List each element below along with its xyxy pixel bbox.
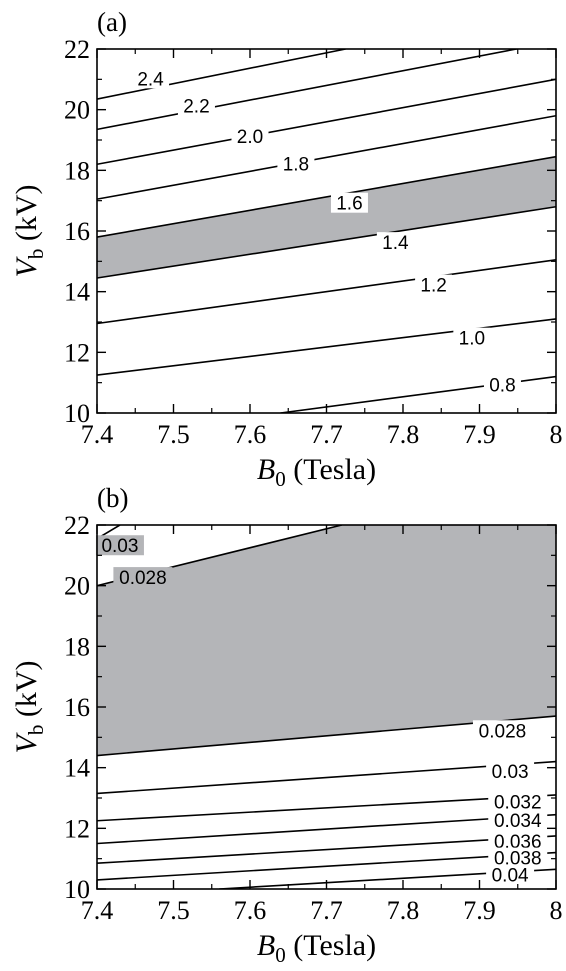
x-tick-label: 7.4	[81, 420, 114, 449]
contour-label: 0.032	[494, 793, 542, 814]
y-tick-label: 18	[64, 156, 90, 185]
y-tick-label: 14	[64, 754, 90, 783]
shaded-region	[97, 525, 556, 756]
contour-label-bg	[486, 864, 535, 885]
contour-line	[97, 851, 556, 881]
contour-label-bg	[132, 68, 170, 89]
contour-line	[97, 205, 556, 279]
x-tick-label: 7.5	[157, 896, 190, 925]
y-axis-label-unit: (kV)	[10, 185, 43, 249]
y-tick-label: 18	[64, 632, 90, 661]
contour-label-bg	[376, 232, 414, 253]
y-tick-label: 12	[64, 338, 90, 367]
y-axis-label-subscript: b	[24, 249, 48, 260]
x-tick-label: 7.9	[463, 420, 496, 449]
contour-label-bg	[486, 761, 535, 782]
contour-label: 2.0	[237, 127, 263, 148]
y-axis-label-subscript: b	[24, 725, 48, 736]
x-axis-label-subscript: 0	[275, 467, 286, 491]
contour-label: 1.6	[336, 194, 362, 215]
contour-label: 0.04	[492, 865, 529, 886]
contour-label: 0.034	[494, 811, 542, 832]
x-axis-label-symbol: B	[257, 453, 275, 486]
x-tick-label: 7.6	[234, 420, 267, 449]
x-tick-label: 7.6	[234, 896, 267, 925]
contour-label-bg	[231, 125, 269, 146]
y-axis-label-unit: (kV)	[10, 661, 43, 725]
x-axis-label: B0 (Tesla)	[257, 453, 376, 491]
contour-label-bg	[488, 791, 548, 812]
x-tick-label: 8	[550, 896, 563, 925]
y-tick-label: 10	[64, 399, 90, 428]
panel-label: (b)	[97, 483, 128, 513]
x-tick-label: 7.7	[310, 896, 343, 925]
contour-label: 0.028	[119, 568, 167, 589]
x-tick-label: 7.4	[81, 896, 114, 925]
contour-label: 0.03	[101, 536, 138, 557]
x-tick-label: 7.5	[157, 420, 190, 449]
contour-line	[97, 49, 346, 100]
contour-line	[97, 835, 556, 865]
contour-line	[97, 813, 556, 845]
contour-label-bg	[113, 567, 173, 588]
y-tick-label: 16	[64, 693, 90, 722]
x-tick-label: 7.7	[310, 420, 343, 449]
x-axis-label: B0 (Tesla)	[257, 929, 376, 967]
contour-label-bg	[488, 847, 548, 868]
contour-line	[97, 760, 556, 795]
y-tick-label: 14	[64, 278, 90, 307]
contour-line	[97, 114, 556, 200]
y-tick-label: 10	[64, 875, 90, 904]
y-tick-label: 20	[64, 572, 90, 601]
y-tick-label: 16	[64, 217, 90, 246]
contour-label: 2.2	[183, 97, 209, 118]
contour-label: 0.8	[489, 376, 515, 397]
contour-label-bg	[453, 327, 491, 348]
y-axis-label: Vb (kV)	[10, 661, 48, 754]
y-tick-label: 20	[64, 96, 90, 125]
contour-label: 1.4	[382, 233, 409, 254]
x-tick-label: 7.9	[463, 896, 496, 925]
panel-a: 2.4 2.2 2.0 1.8 1.6 1.4 1.2 1.0 0.8 7.4 7.5 7.6 7.7 7…	[10, 7, 563, 491]
contour-line	[97, 259, 556, 325]
contour-label: 1.8	[283, 154, 309, 175]
contour-line	[97, 155, 556, 238]
contour-label-bg	[483, 374, 521, 395]
contour-label-bg	[472, 720, 532, 741]
contour-label: 1.0	[459, 329, 485, 350]
contour-label-bg	[277, 153, 315, 174]
y-tick-label: 22	[64, 35, 90, 64]
contour-label-bg	[330, 192, 368, 213]
x-axis-label-unit: (Tesla)	[286, 453, 376, 486]
panel-b: 0.030.0280.0280.030.0320.0340.0360.0380.…	[10, 483, 563, 967]
contour-line	[97, 78, 556, 166]
contour-label: 0.028	[479, 721, 527, 742]
y-axis-label-symbol: V	[10, 255, 43, 277]
y-tick-label: 12	[64, 814, 90, 843]
shaded-region	[97, 156, 556, 279]
panel-label: (a)	[97, 7, 127, 37]
x-tick-label: 8	[550, 420, 563, 449]
contour-line	[97, 794, 556, 822]
contour-label-bg	[488, 809, 548, 830]
contour-label-bg	[415, 274, 453, 295]
x-axis-label-symbol: B	[257, 929, 275, 962]
y-axis-label-symbol: V	[10, 731, 43, 753]
contour-label: 2.4	[137, 69, 164, 90]
contour-label: 1.2	[420, 276, 446, 297]
y-axis-label: Vb (kV)	[10, 185, 48, 278]
contour-label-bg	[95, 535, 144, 556]
contour-label-bg	[488, 830, 548, 851]
x-tick-label: 7.8	[387, 420, 420, 449]
contour-label: 0.03	[492, 762, 529, 783]
x-axis-label-unit: (Tesla)	[286, 929, 376, 962]
contour-label-bg	[177, 95, 215, 116]
x-axis-label-subscript: 0	[275, 943, 286, 967]
x-tick-label: 7.8	[387, 896, 420, 925]
y-tick-label: 22	[64, 511, 90, 540]
